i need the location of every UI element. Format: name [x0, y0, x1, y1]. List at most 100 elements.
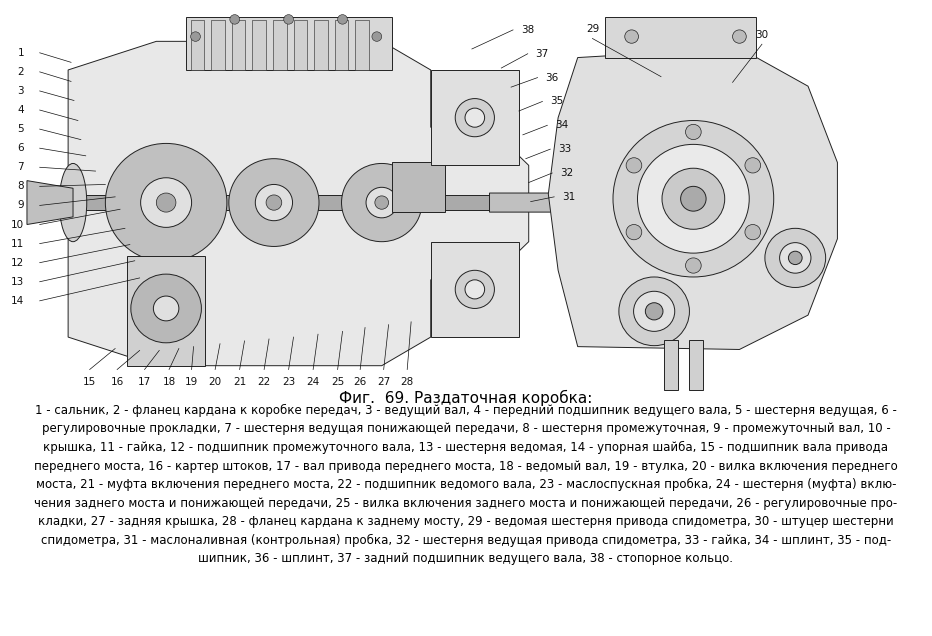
Polygon shape [185, 17, 391, 70]
Bar [232, 20, 245, 70]
Bar [431, 70, 519, 165]
Circle shape [765, 228, 826, 287]
Bar [294, 20, 308, 70]
Circle shape [255, 184, 293, 221]
Circle shape [455, 99, 494, 137]
Text: 18: 18 [162, 377, 176, 387]
Text: 35: 35 [550, 97, 564, 106]
Text: 31: 31 [562, 192, 575, 202]
Text: 28: 28 [401, 377, 414, 387]
Ellipse shape [60, 163, 87, 242]
Text: 19: 19 [185, 377, 199, 387]
Text: 5: 5 [18, 124, 24, 134]
Circle shape [624, 30, 638, 43]
Text: 36: 36 [545, 73, 558, 83]
Text: 9: 9 [18, 200, 24, 211]
Text: 12: 12 [11, 258, 24, 268]
Bar [253, 20, 266, 70]
Circle shape [745, 158, 761, 173]
Bar [314, 20, 328, 70]
Text: 25: 25 [331, 377, 344, 387]
Circle shape [157, 193, 176, 212]
Text: 21: 21 [233, 377, 246, 387]
Circle shape [645, 303, 663, 320]
Circle shape [191, 32, 200, 41]
Text: 32: 32 [560, 168, 573, 178]
Circle shape [375, 196, 389, 209]
Text: 7: 7 [18, 162, 24, 172]
Text: 34: 34 [555, 120, 569, 130]
Text: 3: 3 [18, 86, 24, 96]
Text: 38: 38 [521, 25, 534, 35]
Text: 26: 26 [353, 377, 367, 387]
Circle shape [686, 258, 701, 273]
Circle shape [626, 158, 642, 173]
Circle shape [619, 277, 690, 346]
Text: 30: 30 [756, 30, 769, 39]
Text: 11: 11 [11, 238, 24, 249]
Circle shape [626, 225, 642, 240]
Text: 10: 10 [11, 219, 24, 230]
Polygon shape [605, 17, 756, 57]
Bar [355, 20, 369, 70]
Circle shape [229, 158, 319, 247]
Text: 29: 29 [586, 24, 599, 34]
Text: 1: 1 [18, 48, 24, 58]
Polygon shape [68, 41, 528, 366]
Text: 15: 15 [83, 377, 96, 387]
Polygon shape [548, 48, 838, 349]
Circle shape [613, 121, 774, 277]
Circle shape [634, 291, 675, 331]
Bar [212, 20, 225, 70]
Circle shape [662, 168, 725, 230]
Text: 17: 17 [138, 377, 151, 387]
Circle shape [105, 143, 226, 262]
Bar [391, 162, 445, 212]
Text: 2: 2 [18, 67, 24, 77]
Bar [431, 242, 519, 337]
Polygon shape [489, 188, 587, 217]
Text: 24: 24 [307, 377, 320, 387]
Text: 27: 27 [377, 377, 391, 387]
Text: 14: 14 [11, 296, 24, 306]
Circle shape [366, 187, 397, 218]
Circle shape [154, 296, 179, 321]
Bar [191, 20, 204, 70]
Circle shape [465, 280, 485, 299]
Circle shape [745, 225, 761, 240]
Circle shape [341, 163, 422, 242]
Bar [690, 340, 703, 389]
Bar [273, 20, 287, 70]
Circle shape [372, 32, 382, 41]
Circle shape [779, 242, 811, 273]
Text: 22: 22 [257, 377, 270, 387]
Text: 1 - сальник, 2 - фланец кардана к коробке передач, 3 - ведущий вал, 4 - передний: 1 - сальник, 2 - фланец кардана к коробк… [34, 404, 898, 565]
Circle shape [788, 251, 802, 265]
Circle shape [455, 270, 494, 308]
Polygon shape [127, 256, 205, 366]
Circle shape [141, 178, 192, 227]
Text: 4: 4 [18, 105, 24, 115]
Polygon shape [27, 181, 73, 225]
Bar [335, 20, 349, 70]
Circle shape [283, 15, 294, 24]
Text: 16: 16 [111, 377, 124, 387]
Circle shape [130, 274, 201, 343]
Text: 6: 6 [18, 143, 24, 153]
Circle shape [266, 195, 281, 210]
Bar [664, 340, 678, 389]
Circle shape [230, 15, 240, 24]
Circle shape [686, 125, 701, 140]
Bar [68, 195, 528, 210]
Text: 13: 13 [11, 277, 24, 287]
Circle shape [733, 30, 747, 43]
Text: 8: 8 [18, 181, 24, 191]
Text: 33: 33 [558, 144, 571, 154]
Circle shape [637, 144, 749, 253]
Circle shape [337, 15, 348, 24]
Text: Фиг.  69. Раздаточная коробка:: Фиг. 69. Раздаточная коробка: [339, 389, 593, 406]
Text: 37: 37 [536, 49, 549, 59]
Text: 23: 23 [282, 377, 295, 387]
Circle shape [465, 108, 485, 127]
Circle shape [680, 186, 706, 211]
